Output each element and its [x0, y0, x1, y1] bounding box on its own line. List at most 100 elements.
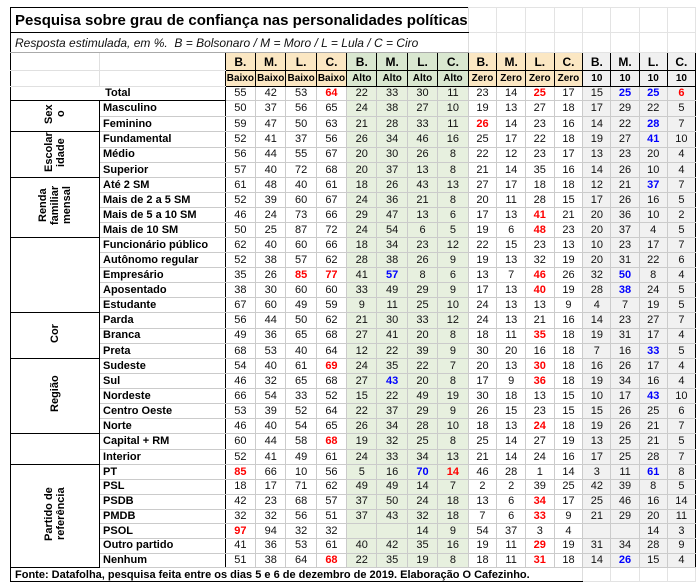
value-cell: 4: [666, 267, 696, 284]
value-cell: 85: [285, 267, 317, 284]
row-label: Capital + RM: [99, 433, 226, 450]
value-cell: 64: [315, 403, 348, 420]
table-row: Nenhum 51 38 64 68 22 35 19 8 18 11 31 18 14 26 15 4: [11, 552, 696, 569]
value-cell: 32: [406, 508, 439, 525]
value-cell: 42: [376, 537, 408, 554]
row-label: Autônomo regular: [99, 252, 226, 269]
table-row: Região Sudeste 54 40 61 69 24 35 22 7 20 13 30 18 16 26…: [9, 358, 696, 435]
table-row: Capital + RM 60 44 58 68 19 32 25 8 25 14 27 19 13 25 2…: [9, 433, 696, 466]
value-cell: 24: [346, 222, 378, 239]
value-cell: 17: [582, 448, 612, 466]
value-cell: 18: [496, 388, 526, 405]
table-row: PMDB 32 32 56 51 37 43 32 18 7 6 33 9 21 29 20 11: [11, 508, 696, 525]
value-cell: 33: [376, 448, 408, 466]
table-row: Mais de 2 a 5 SM 52 39 60 67 24 36 21 8 20 11 28 15 1…: [11, 192, 696, 209]
value-cell: 14: [666, 493, 696, 510]
value-cell: 9: [437, 523, 469, 539]
value-cell: 50: [224, 100, 257, 117]
value-cell: 14: [638, 523, 668, 539]
value-cell: 34: [524, 493, 555, 510]
value-cell: 19: [638, 297, 668, 314]
value-cell: 54: [255, 388, 287, 405]
value-cell: 48: [255, 177, 287, 194]
value-cell: 56: [285, 100, 317, 117]
value-cell: 14: [582, 312, 612, 329]
row-label: Médio: [99, 146, 226, 164]
value-cell: 36: [524, 373, 555, 390]
value-cell: 58: [285, 433, 317, 450]
value-cell: 56: [224, 146, 257, 164]
grid-cell: [467, 7, 498, 33]
value-cell: 65: [285, 373, 317, 390]
value-cell: 61: [315, 177, 348, 194]
value-cell: 16: [553, 162, 584, 179]
value-cell: 65: [285, 327, 317, 345]
value-cell: 66: [315, 207, 348, 224]
value-cell: 11: [496, 552, 526, 569]
value-cell: 33: [285, 388, 317, 405]
value-cell: 16: [638, 373, 668, 390]
value-cell: 20: [638, 508, 668, 525]
candidate-header-row: B. M. L. C. B. M. L. C. B. M. L. C. B. M. L. C.: [9, 52, 696, 71]
value-cell: 14: [406, 523, 439, 539]
row-label: Mais de 5 a 10 SM: [99, 207, 226, 224]
row-group-label-text: Região: [49, 376, 61, 413]
row-group-label-text: Escolaridade: [43, 133, 67, 173]
value-cell: 5: [666, 192, 696, 209]
grid-cell: [638, 32, 668, 53]
value-cell: 26: [610, 358, 640, 375]
value-cell: 41: [224, 537, 257, 554]
row-label: Até 2 SM: [99, 177, 226, 194]
value-cell: 57: [224, 162, 257, 179]
value-cell: 27: [610, 131, 640, 148]
row-label: Nenhum: [99, 552, 226, 569]
grid-cell: [496, 7, 526, 33]
table-row: Superior 57 40 72 68 20 37 13 8 21 14 35 16 14 26 10 4: [11, 162, 696, 179]
value-cell: 16: [553, 448, 584, 466]
table-row: PSOL 97 94 32 32 14 9 54 37 3 4 14 3: [11, 523, 696, 539]
value-cell: 43: [406, 177, 439, 194]
value-cell: 17: [638, 327, 668, 345]
value-cell: 28: [524, 192, 555, 209]
row-label: PT: [99, 464, 226, 481]
value-cell: 19: [582, 131, 612, 148]
value-cell: 62: [315, 312, 348, 329]
row-label: Feminino: [99, 115, 226, 133]
value-cell: 37: [346, 508, 378, 525]
value-cell: 14: [582, 115, 612, 133]
value-cell: 38: [376, 252, 408, 269]
value-cell: 16: [376, 464, 408, 481]
value-cell: 38: [255, 552, 287, 569]
value-cell: 18: [553, 552, 584, 569]
value-cell: 14: [496, 433, 526, 450]
value-cell: 10: [437, 297, 469, 314]
value-cell: 19: [437, 388, 469, 405]
value-cell: 50: [224, 222, 257, 239]
value-cell: 17: [553, 493, 584, 510]
value-cell: 40: [255, 237, 287, 254]
value-cell: 22: [638, 100, 668, 117]
grid-cell: [524, 32, 555, 53]
value-cell: 19: [406, 552, 439, 569]
value-cell: 41: [524, 207, 555, 224]
value-cell: 48: [524, 222, 555, 239]
value-cell: 37: [376, 403, 408, 420]
value-cell: 29: [524, 537, 555, 554]
value-cell: 50: [285, 312, 317, 329]
row-label: PSOL: [99, 523, 226, 539]
value-cell: 31: [524, 552, 555, 569]
value-cell: 23: [524, 403, 555, 420]
row-label: Interior: [99, 448, 226, 466]
col-header-candidate: B.: [582, 52, 612, 71]
value-cell: 28: [376, 115, 408, 133]
value-cell: 61: [315, 448, 348, 466]
value-cell: 16: [610, 343, 640, 360]
table-row: PSL 18 17 71 62 49 49 14 7 2 2 39 25 42 39 8 5: [11, 479, 696, 495]
value-cell: 30: [467, 343, 498, 360]
value-cell: 9: [553, 297, 584, 314]
value-cell: 2: [496, 479, 526, 495]
value-cell: 18: [553, 343, 584, 360]
value-cell: 31: [610, 252, 640, 269]
value-cell: 7: [666, 115, 696, 133]
value-cell: 20: [582, 207, 612, 224]
